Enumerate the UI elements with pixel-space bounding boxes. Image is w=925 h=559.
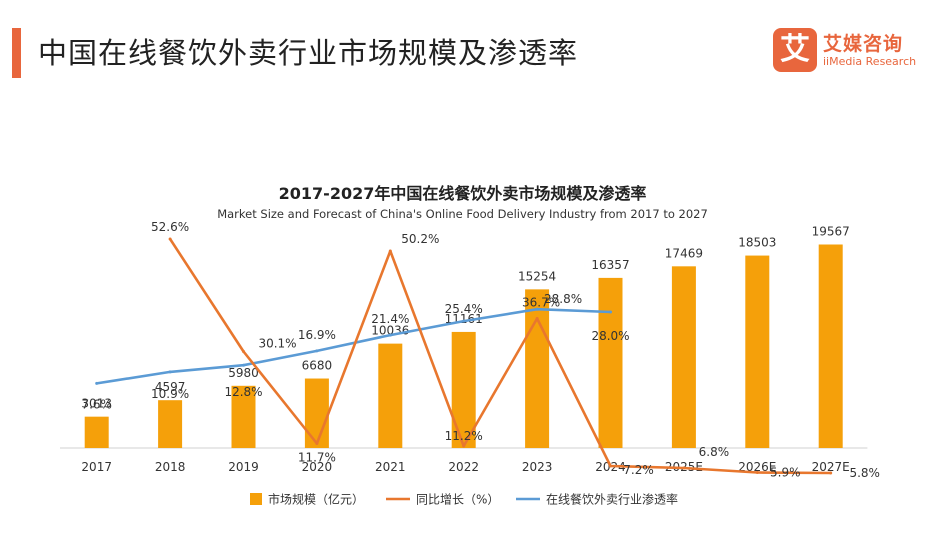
bar-market-size-2025E xyxy=(671,266,696,448)
logo-name-en: iiMedia Research xyxy=(823,55,917,68)
growth-label-2022: 11.2% xyxy=(445,429,483,443)
growth-point-2022 xyxy=(462,444,466,448)
legend-label-penetration: 在线餐饮外卖行业渗透率 xyxy=(546,492,678,507)
bar-market-size-2017 xyxy=(84,416,109,448)
growth-point-2024 xyxy=(609,464,612,468)
bar-value-label-2026E: 18503 xyxy=(738,236,776,250)
legend-swatch-market-size xyxy=(250,493,262,505)
x-tick-label-2018: 2018 xyxy=(155,460,186,474)
growth-label-2025E: 6.8% xyxy=(699,445,730,459)
bar-market-size-2027E xyxy=(818,244,843,448)
penetration-label-2023: 28.8% xyxy=(544,292,582,306)
penetration-label-2022: 25.4% xyxy=(445,302,483,316)
bar-market-size-2023 xyxy=(525,289,550,448)
penetration-label-2021: 21.4% xyxy=(371,312,409,326)
bar-market-size-2020 xyxy=(304,378,329,448)
growth-label-2021: 50.2% xyxy=(401,232,439,246)
x-tick-label-2017: 2017 xyxy=(81,460,112,474)
x-tick-label-2026E: 2026E xyxy=(738,460,776,474)
growth-point-2021 xyxy=(388,249,392,253)
penetration-label-2020: 16.9% xyxy=(298,328,336,342)
penetration-label-2017: 7.6% xyxy=(81,397,112,411)
bar-value-label-2025E: 17469 xyxy=(665,246,703,260)
growth-point-2018 xyxy=(168,237,172,241)
chart-subtitle: Market Size and Forecast of China's Onli… xyxy=(217,207,708,221)
logo-name-cn: 艾媒咨询 xyxy=(823,33,904,55)
bar-value-label-2023: 15254 xyxy=(518,269,556,283)
penetration-point-2021 xyxy=(388,333,392,337)
bar-value-label-2024: 16357 xyxy=(591,258,629,272)
growth-label-2026E: 5.9% xyxy=(770,466,801,480)
x-tick-label-2022: 2022 xyxy=(448,460,479,474)
penetration-label-2024: 28.0% xyxy=(591,329,629,343)
chart-title: 2017-2027年中国在线餐饮外卖市场规模及渗透率 xyxy=(278,184,647,203)
growth-label-2024: 7.2% xyxy=(623,463,654,477)
x-tick-label-2019: 2019 xyxy=(228,460,259,474)
title-accent-bar xyxy=(12,28,21,78)
bar-market-size-2021 xyxy=(378,343,403,448)
legend-label-market-size: 市场规模（亿元） xyxy=(268,492,364,507)
bar-market-size-2019 xyxy=(231,385,256,448)
penetration-point-2018 xyxy=(168,370,172,374)
page-title: 中国在线餐饮外卖行业市场规模及渗透率 xyxy=(38,36,579,70)
bar-value-label-2017: 3013 xyxy=(81,397,112,411)
iimedia-logo: 艾 艾媒咨询 iiMedia Research xyxy=(773,28,917,76)
growth-point-2026E xyxy=(755,471,759,474)
x-tick-label-2027E: 2027E xyxy=(812,460,850,474)
growth-point-2025E xyxy=(682,466,686,470)
penetration-line xyxy=(96,307,611,385)
x-tick-label-2020: 2020 xyxy=(302,460,333,474)
penetration-point-2017 xyxy=(95,381,99,385)
penetration-point-2024 xyxy=(609,310,612,314)
growth-point-2020 xyxy=(315,442,319,445)
penetration-point-2020 xyxy=(315,349,319,353)
growth-line xyxy=(169,238,831,475)
penetration-label-2018: 10.9% xyxy=(151,387,189,401)
x-tick-label-2023: 2023 xyxy=(522,460,553,474)
bar-value-label-2019: 5980 xyxy=(228,366,259,380)
growth-label-2019: 30.1% xyxy=(258,337,296,351)
bar-market-size-2026E xyxy=(745,255,770,448)
penetration-label-2019: 12.8% xyxy=(224,385,262,399)
bar-value-label-2018: 4597 xyxy=(155,380,186,394)
growth-label-2020: 11.7% xyxy=(298,451,336,465)
bar-market-size-2022 xyxy=(451,331,476,448)
bar-market-size-2018 xyxy=(158,400,183,448)
legend-label-growth: 同比增长（%） xyxy=(416,493,499,507)
growth-point-2023 xyxy=(535,317,539,320)
bar-market-size-2024 xyxy=(598,277,623,448)
growth-label-2023: 36.7% xyxy=(522,296,560,310)
logo-mark: 艾 xyxy=(773,28,817,72)
x-tick-label-2021: 2021 xyxy=(375,460,406,474)
penetration-point-2019 xyxy=(242,363,245,367)
bar-value-label-2020: 6680 xyxy=(302,359,333,373)
growth-point-2027E xyxy=(829,471,833,475)
bar-value-label-2027E: 19567 xyxy=(812,225,850,239)
growth-label-2027E: 5.8% xyxy=(849,466,880,480)
penetration-point-2023 xyxy=(535,307,539,311)
penetration-point-2022 xyxy=(462,319,466,323)
growth-label-2018: 52.6% xyxy=(151,220,189,234)
growth-point-2019 xyxy=(242,350,245,353)
